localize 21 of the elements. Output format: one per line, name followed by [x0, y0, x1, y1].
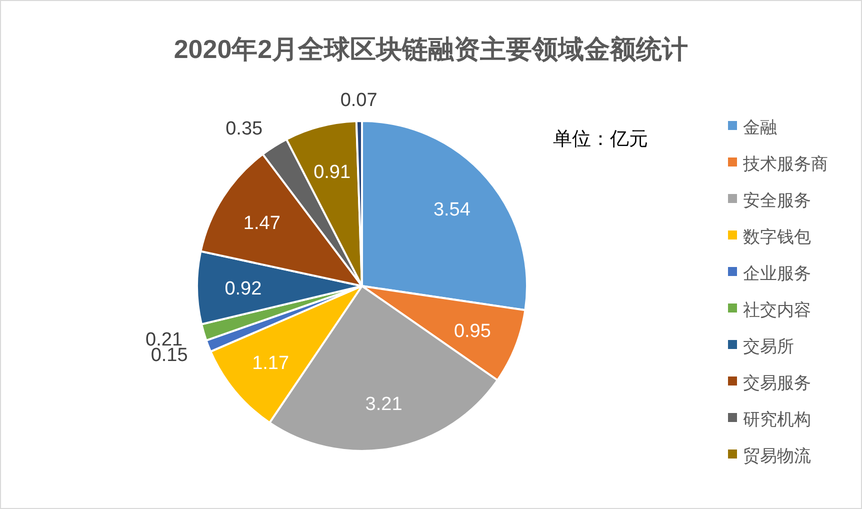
data-label: 0.35 [226, 118, 263, 140]
data-label: 0.91 [314, 162, 351, 184]
legend-label: 企业服务 [743, 264, 811, 283]
chart-title: 2020年2月全球区块链融资主要领域金额统计 [174, 34, 688, 64]
legend-label: 技术服务商 [742, 154, 828, 174]
data-label: 3.54 [433, 199, 471, 220]
data-label: 0.07 [340, 90, 378, 112]
legend-label: 研究机构 [743, 410, 811, 429]
data-label: 3.21 [365, 394, 402, 415]
data-label: 0.92 [224, 278, 262, 300]
legend-label: 社交内容 [743, 300, 811, 320]
data-label: 1.47 [243, 213, 280, 234]
data-label: 0.95 [454, 320, 491, 342]
legend-label: 交易服务 [743, 374, 811, 392]
legend-label: 交易所 [743, 337, 794, 356]
legend-label: 数字钱包 [743, 228, 811, 246]
legend-label: 金融 [743, 118, 777, 137]
text: 单位：亿元 [553, 129, 648, 150]
legend-label: 安全服务 [743, 191, 811, 210]
legend-label: 贸易物流 [743, 446, 811, 466]
data-label: 1.17 [252, 352, 290, 374]
